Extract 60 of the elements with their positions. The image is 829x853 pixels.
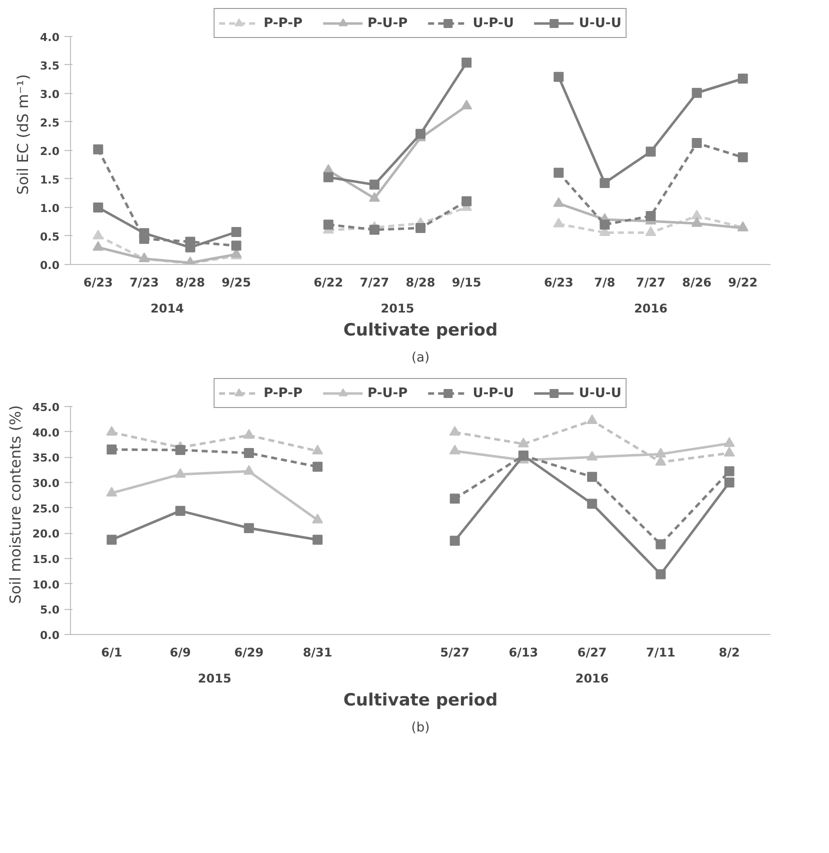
y-tick-label: 35.0 xyxy=(32,452,60,465)
legend-label: U-U-U xyxy=(578,16,622,30)
x-tick-label: 7/27 xyxy=(360,276,390,290)
legend-label: U-P-U xyxy=(472,386,514,400)
legend-label: P-P-P xyxy=(264,386,303,400)
x-tick-label: 6/13 xyxy=(508,646,538,660)
text: 2016 xyxy=(575,672,609,686)
y-tick-label: 0.5 xyxy=(40,230,60,244)
x-tick-label: 9/15 xyxy=(452,276,482,290)
x-tick-label: 7/11 xyxy=(646,646,676,660)
y-axis-title: Soil EC (dS m⁻¹) xyxy=(14,74,32,195)
text: 2015 xyxy=(380,302,414,316)
y-tick-label: 3.0 xyxy=(40,88,60,101)
legend-label: P-U-P xyxy=(368,386,408,400)
text: (a) xyxy=(411,350,430,366)
y-tick-label: 1.0 xyxy=(40,202,60,215)
y-tick-label: 0.0 xyxy=(40,629,60,642)
y-tick-label: 20.0 xyxy=(32,528,60,541)
x-tick-label: 9/22 xyxy=(728,276,758,290)
x-tick-label: 6/29 xyxy=(234,646,264,660)
y-tick-label: 45.0 xyxy=(32,400,60,414)
x-tick-label: 7/8 xyxy=(594,276,616,290)
text: (b) xyxy=(411,720,430,736)
x-tick-label: 8/26 xyxy=(682,276,712,290)
x-tick-label: 6/27 xyxy=(577,646,607,660)
x-tick-label: 6/22 xyxy=(314,276,344,290)
x-tick-label: 8/28 xyxy=(176,276,205,290)
y-tick-label: 25.0 xyxy=(32,502,60,516)
text: 2014 xyxy=(150,302,184,316)
x-tick-label: 6/23 xyxy=(83,276,113,290)
y-tick-label: 30.0 xyxy=(32,476,60,490)
y-tick-label: 40.0 xyxy=(32,426,60,440)
legend-label: U-P-U xyxy=(472,16,514,30)
x-tick-label: 7/23 xyxy=(129,276,159,290)
x-tick-label: 6/23 xyxy=(544,276,574,290)
x-tick-label: 8/28 xyxy=(406,276,436,290)
legend-label: P-P-P xyxy=(264,16,303,30)
x-tick-label: 6/1 xyxy=(101,646,122,660)
y-tick-label: 3.5 xyxy=(40,59,60,72)
x-tick-label: 8/31 xyxy=(302,646,332,660)
x-tick-label: 5/27 xyxy=(440,646,470,660)
text: 2016 xyxy=(634,302,668,316)
legend-label: P-U-P xyxy=(368,16,408,30)
y-tick-label: 2.0 xyxy=(40,144,60,158)
x-tick-label: 6/9 xyxy=(170,646,191,660)
legend-label: U-U-U xyxy=(578,386,622,400)
x-tick-label: 8/2 xyxy=(718,646,740,660)
text: 2015 xyxy=(198,672,232,686)
y-tick-label: 1.5 xyxy=(40,173,60,186)
y-tick-label: 0.0 xyxy=(40,259,60,272)
y-tick-label: 15.0 xyxy=(32,552,60,566)
y-tick-label: 5.0 xyxy=(40,604,60,617)
y-tick-label: 2.5 xyxy=(40,116,60,130)
x-axis-title: Cultivate period xyxy=(343,690,498,710)
x-tick-label: 7/27 xyxy=(636,276,666,290)
y-tick-label: 4.0 xyxy=(40,30,60,44)
y-tick-label: 10.0 xyxy=(32,578,60,592)
x-tick-label: 9/25 xyxy=(222,276,252,290)
y-axis-title: Soil moisture contents (%) xyxy=(6,405,24,604)
x-axis-title: Cultivate period xyxy=(343,320,498,340)
